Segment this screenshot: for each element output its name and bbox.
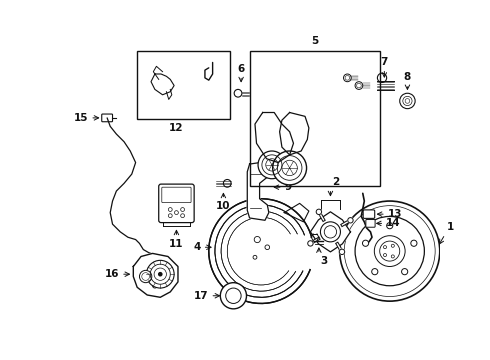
Text: 2: 2 xyxy=(332,177,339,187)
Text: 17: 17 xyxy=(194,291,209,301)
Circle shape xyxy=(152,283,157,288)
Circle shape xyxy=(147,260,174,288)
Text: 5: 5 xyxy=(312,36,318,46)
Text: 16: 16 xyxy=(105,269,120,279)
FancyBboxPatch shape xyxy=(159,184,194,222)
Circle shape xyxy=(377,73,387,82)
Circle shape xyxy=(223,180,231,187)
FancyBboxPatch shape xyxy=(363,210,375,219)
Circle shape xyxy=(320,222,341,242)
Circle shape xyxy=(273,151,307,185)
Circle shape xyxy=(355,82,363,89)
Circle shape xyxy=(258,151,286,179)
Bar xyxy=(137,51,230,119)
Circle shape xyxy=(348,217,353,223)
Text: 10: 10 xyxy=(216,201,231,211)
Polygon shape xyxy=(280,112,309,155)
Circle shape xyxy=(140,270,152,283)
Text: 6: 6 xyxy=(238,64,245,74)
Polygon shape xyxy=(133,253,178,297)
Circle shape xyxy=(158,272,163,276)
Polygon shape xyxy=(209,199,312,303)
Text: 9: 9 xyxy=(284,182,292,192)
Text: 11: 11 xyxy=(169,239,184,249)
Polygon shape xyxy=(247,162,269,220)
Text: 15: 15 xyxy=(74,113,89,123)
Polygon shape xyxy=(311,212,350,252)
Text: 1: 1 xyxy=(447,222,454,232)
Text: 7: 7 xyxy=(381,57,388,67)
Circle shape xyxy=(400,93,415,109)
Circle shape xyxy=(339,249,344,255)
Polygon shape xyxy=(151,74,174,95)
Polygon shape xyxy=(255,112,294,163)
Circle shape xyxy=(234,89,242,97)
Bar xyxy=(249,51,381,186)
Circle shape xyxy=(220,283,246,309)
Text: 14: 14 xyxy=(386,219,400,228)
FancyBboxPatch shape xyxy=(102,114,113,122)
Circle shape xyxy=(343,74,351,82)
FancyBboxPatch shape xyxy=(366,220,375,227)
Text: 12: 12 xyxy=(169,122,183,132)
Text: 13: 13 xyxy=(388,209,402,219)
Text: 8: 8 xyxy=(404,72,411,82)
Text: 3: 3 xyxy=(320,256,328,266)
Text: 4: 4 xyxy=(194,242,201,252)
Circle shape xyxy=(308,241,313,246)
Circle shape xyxy=(316,209,321,215)
